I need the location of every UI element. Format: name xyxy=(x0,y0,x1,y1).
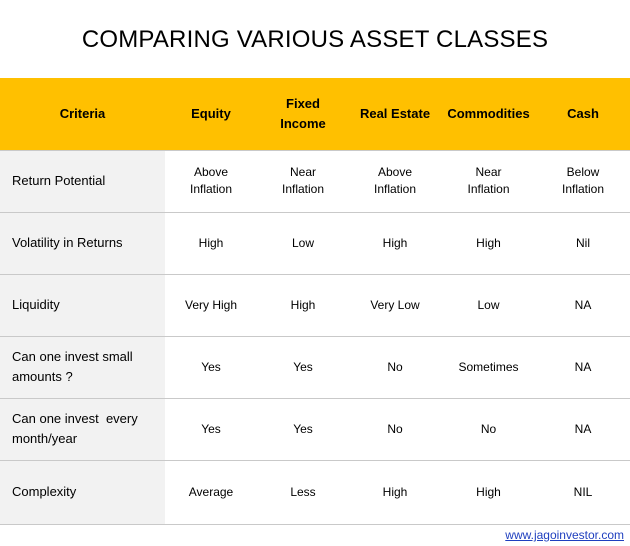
table-row: Volatility in Returns High Low High High… xyxy=(0,211,630,274)
table-cell: Above Inflation xyxy=(165,149,257,212)
table-row: Complexity Average Less High High NIL xyxy=(0,459,630,525)
table-cell: No xyxy=(441,397,536,460)
column-header-equity: Equity xyxy=(165,78,257,150)
column-header-real-estate: Real Estate xyxy=(349,78,441,150)
table-cell: Average xyxy=(165,459,257,525)
source-link[interactable]: www.jagoinvestor.com xyxy=(505,528,624,542)
table-cell: Above Inflation xyxy=(349,149,441,212)
table-cell: Sometimes xyxy=(441,335,536,398)
row-criteria-label: Complexity xyxy=(0,459,165,525)
table-cell: High xyxy=(441,459,536,525)
table-cell: Nil xyxy=(536,211,630,274)
table-cell: NA xyxy=(536,397,630,460)
table-header-row: Criteria Equity Fixed Income Real Estate… xyxy=(0,78,630,150)
table-cell: Yes xyxy=(165,335,257,398)
table-row: Can one invest small amounts ? Yes Yes N… xyxy=(0,335,630,398)
table-cell: High xyxy=(441,211,536,274)
table-cell: Low xyxy=(441,273,536,336)
table-cell: Yes xyxy=(257,335,349,398)
page-title: COMPARING VARIOUS ASSET CLASSES xyxy=(81,26,549,53)
column-header-commodities: Commodities xyxy=(441,78,536,150)
table-cell: Less xyxy=(257,459,349,525)
table-cell: Very High xyxy=(165,273,257,336)
table-row: Liquidity Very High High Very Low Low NA xyxy=(0,273,630,336)
table-cell: Near Inflation xyxy=(257,149,349,212)
table-cell: Very Low xyxy=(349,273,441,336)
table-cell: Near Inflation xyxy=(441,149,536,212)
column-header-criteria: Criteria xyxy=(0,78,165,150)
comparison-table: Criteria Equity Fixed Income Real Estate… xyxy=(0,78,630,525)
table-cell: High xyxy=(257,273,349,336)
table-cell: High xyxy=(349,211,441,274)
table-cell: NA xyxy=(536,335,630,398)
table-row: Return Potential Above Inflation Near In… xyxy=(0,149,630,212)
table-cell: Yes xyxy=(257,397,349,460)
column-header-cash: Cash xyxy=(536,78,630,150)
table-cell: No xyxy=(349,397,441,460)
row-criteria-label: Liquidity xyxy=(0,273,165,336)
table-row: Can one invest every month/year Yes Yes … xyxy=(0,397,630,460)
table-cell: Low xyxy=(257,211,349,274)
column-header-fixed-income: Fixed Income xyxy=(257,78,349,150)
table-cell: Below Inflation xyxy=(536,149,630,212)
row-criteria-label: Can one invest small amounts ? xyxy=(0,335,165,398)
row-criteria-label: Volatility in Returns xyxy=(0,211,165,274)
row-criteria-label: Return Potential xyxy=(0,149,165,212)
table-cell: High xyxy=(165,211,257,274)
table-cell: High xyxy=(349,459,441,525)
table-cell: NIL xyxy=(536,459,630,525)
table-cell: No xyxy=(349,335,441,398)
table-cell: Yes xyxy=(165,397,257,460)
table-cell: NA xyxy=(536,273,630,336)
row-criteria-label: Can one invest every month/year xyxy=(0,397,165,460)
